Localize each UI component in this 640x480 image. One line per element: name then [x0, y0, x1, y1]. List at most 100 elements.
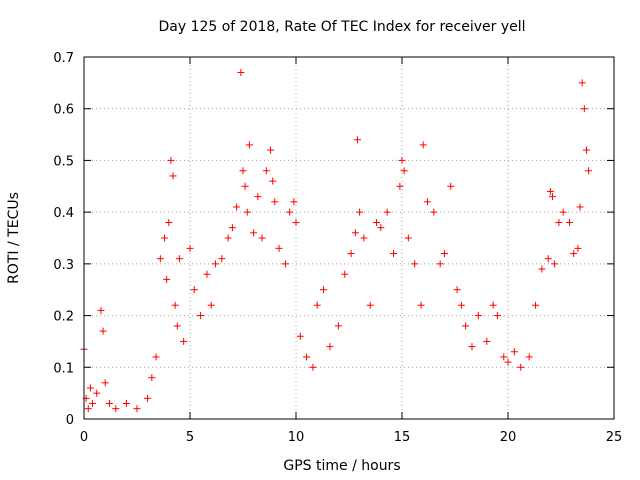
- data-point: [390, 250, 398, 258]
- x-tick-label: 25: [606, 430, 623, 445]
- data-point: [286, 208, 294, 216]
- grid-layer: [84, 57, 614, 419]
- data-point: [574, 244, 582, 252]
- data-point: [549, 193, 557, 201]
- data-point: [578, 79, 586, 87]
- data-point: [303, 353, 311, 361]
- data-point: [366, 301, 374, 309]
- data-point: [86, 384, 94, 392]
- data-point: [457, 301, 465, 309]
- data-point: [430, 208, 438, 216]
- data-point: [250, 229, 258, 237]
- data-point: [360, 234, 368, 242]
- data-point: [417, 301, 425, 309]
- data-point: [169, 172, 177, 180]
- data-point: [224, 234, 232, 242]
- points-layer: [80, 69, 593, 413]
- data-point: [290, 198, 298, 206]
- data-point: [356, 208, 364, 216]
- data-point: [474, 312, 482, 320]
- data-point: [510, 348, 518, 356]
- data-point: [585, 167, 593, 175]
- data-point: [500, 353, 508, 361]
- data-point: [447, 182, 455, 190]
- y-axis-label: ROTI / TECUs: [6, 192, 22, 284]
- x-axis-label: GPS time / hours: [283, 458, 400, 474]
- data-point: [582, 146, 590, 154]
- data-point: [576, 203, 584, 211]
- data-point: [101, 379, 109, 387]
- data-point: [228, 224, 236, 232]
- data-point: [559, 208, 567, 216]
- data-point: [398, 156, 406, 164]
- data-point: [281, 260, 289, 268]
- data-point: [186, 244, 194, 252]
- chart-title: Day 125 of 2018, Rate Of TEC Index for r…: [158, 19, 525, 35]
- data-point: [161, 234, 169, 242]
- data-point: [453, 286, 461, 294]
- data-point: [411, 260, 419, 268]
- data-point: [373, 218, 381, 226]
- data-point: [493, 312, 501, 320]
- data-point: [112, 405, 120, 413]
- data-point: [211, 260, 219, 268]
- data-point: [152, 353, 160, 361]
- data-point: [267, 146, 275, 154]
- data-point: [440, 250, 448, 258]
- data-point: [93, 389, 101, 397]
- data-point: [347, 250, 355, 258]
- data-point: [165, 218, 173, 226]
- y-tick-label: 0.6: [53, 103, 74, 118]
- ticks-layer: 0 0.1 0.2 0.3 0.4 0.5 0.6 0.7 0 5 10 15 20 25: [53, 51, 622, 445]
- data-point: [525, 353, 533, 361]
- data-point: [275, 244, 283, 252]
- data-point: [326, 343, 334, 351]
- data-point: [144, 394, 152, 402]
- data-point: [546, 187, 554, 195]
- data-point: [419, 141, 427, 149]
- data-point: [167, 156, 175, 164]
- data-point: [180, 337, 188, 345]
- data-point: [241, 182, 249, 190]
- data-point: [239, 167, 247, 175]
- data-point: [197, 312, 205, 320]
- data-point: [351, 229, 359, 237]
- data-point: [233, 203, 241, 211]
- data-point: [99, 327, 107, 335]
- data-point: [203, 270, 211, 278]
- y-tick-label: 0.7: [53, 51, 74, 66]
- data-point: [258, 234, 266, 242]
- data-point: [292, 218, 300, 226]
- data-point: [296, 332, 304, 340]
- data-point: [237, 69, 245, 77]
- data-point: [245, 141, 253, 149]
- data-point: [122, 399, 130, 407]
- data-point: [254, 193, 262, 201]
- data-point: [423, 198, 431, 206]
- y-tick-label: 0.5: [53, 154, 74, 169]
- data-point: [483, 337, 491, 345]
- data-point: [218, 255, 226, 263]
- data-point: [377, 224, 385, 232]
- data-point: [334, 322, 342, 330]
- data-point: [353, 136, 361, 144]
- x-tick-label: 0: [80, 430, 88, 445]
- data-point: [555, 218, 563, 226]
- y-tick-label: 0: [66, 413, 74, 428]
- data-point: [84, 405, 92, 413]
- data-point: [190, 286, 198, 294]
- data-point: [565, 218, 573, 226]
- data-point: [269, 177, 277, 185]
- data-point: [538, 265, 546, 273]
- data-point: [383, 208, 391, 216]
- data-point: [148, 374, 156, 382]
- data-point: [404, 234, 412, 242]
- data-point: [580, 105, 588, 113]
- y-tick-label: 0.4: [53, 206, 74, 221]
- data-point: [320, 286, 328, 294]
- data-point: [462, 322, 470, 330]
- data-point: [570, 250, 578, 258]
- data-point: [468, 343, 476, 351]
